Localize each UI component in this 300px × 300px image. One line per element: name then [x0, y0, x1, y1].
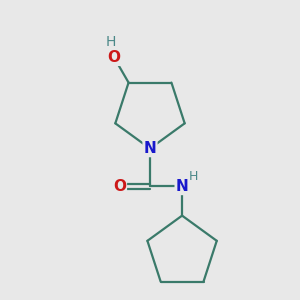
Text: O: O — [107, 50, 121, 65]
Text: H: H — [106, 35, 116, 49]
Text: O: O — [113, 179, 126, 194]
Text: H: H — [188, 170, 198, 183]
Text: N: N — [144, 141, 156, 156]
Text: N: N — [176, 179, 188, 194]
